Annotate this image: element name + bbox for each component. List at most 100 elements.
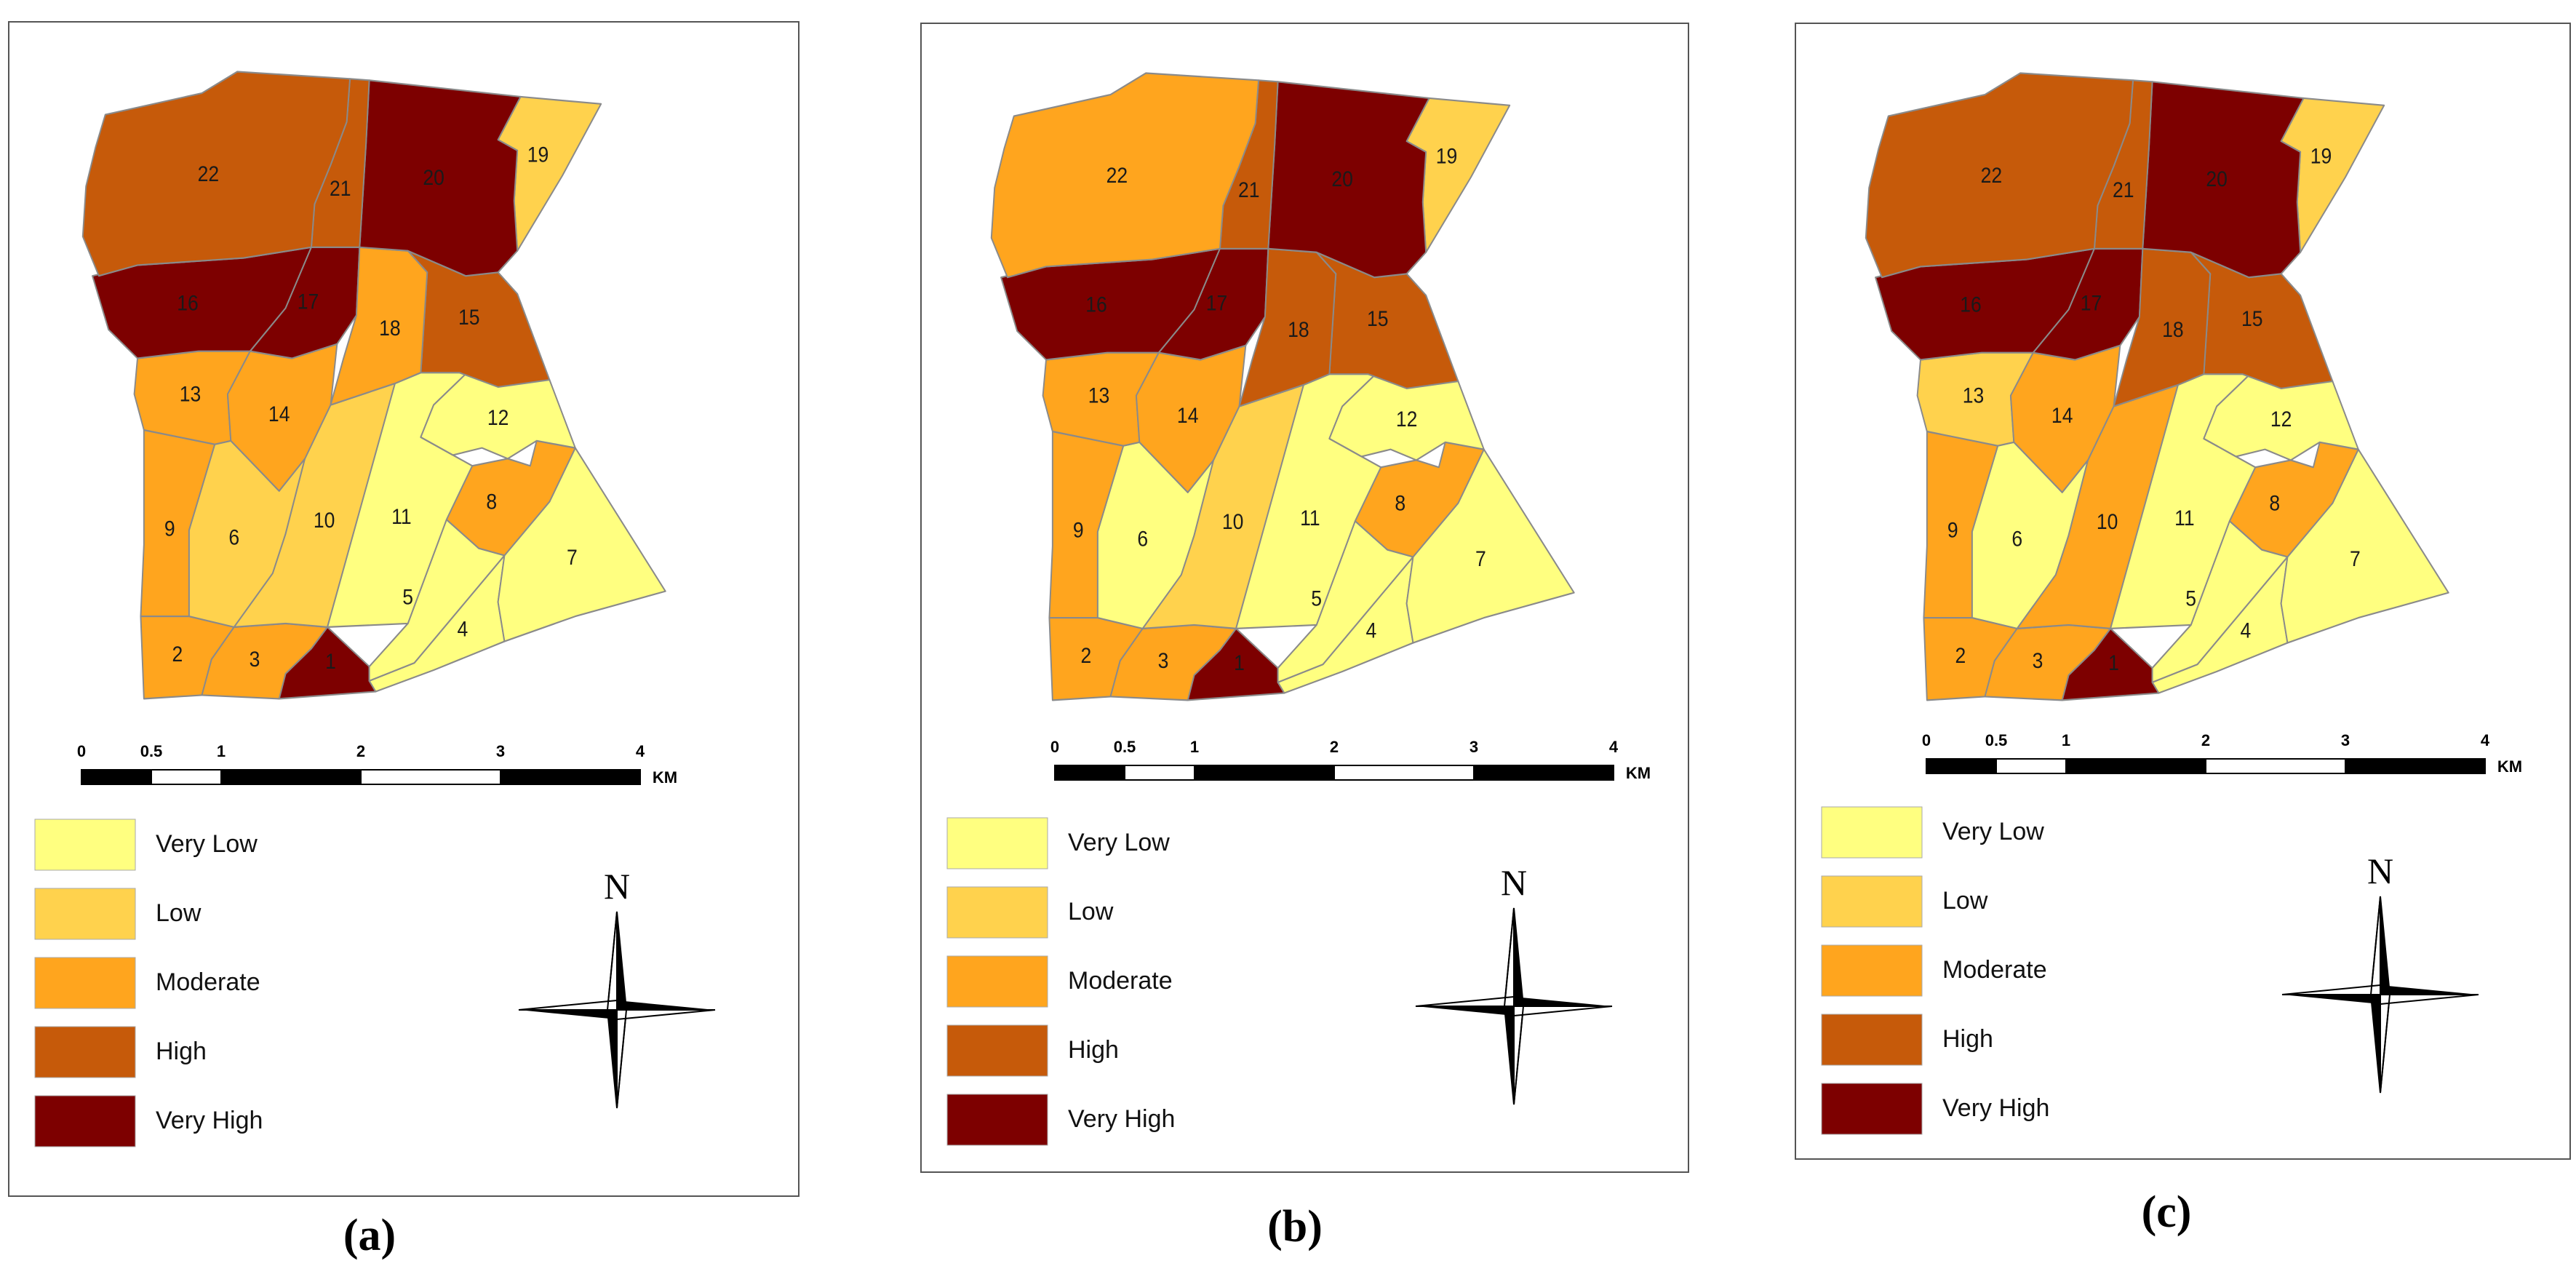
scale-tick-label: 3: [496, 742, 505, 760]
zone-label-19: 19: [1436, 144, 1458, 168]
legend-swatch-h: [946, 1024, 1048, 1077]
legend-label-l: Low: [156, 899, 202, 927]
zone-label-12: 12: [1396, 407, 1418, 431]
zone-label-18: 18: [1288, 318, 1309, 342]
scale-tick-label: 0: [77, 742, 86, 760]
zone-label-8: 8: [2269, 491, 2280, 515]
legend-swatch-vl: [34, 819, 136, 871]
zone-label-4: 4: [458, 617, 468, 641]
zone-label-9: 9: [1073, 518, 1084, 542]
zone-label-21: 21: [330, 177, 351, 201]
zone-8: [1354, 441, 1485, 558]
zone-label-20: 20: [2206, 167, 2228, 191]
legend-swatch-l: [1821, 875, 1923, 928]
zone-label-14: 14: [2051, 404, 2073, 428]
zone-label-5: 5: [2185, 586, 2196, 610]
panel-label: (b): [1267, 1202, 1323, 1251]
legend-swatch-h: [1821, 1014, 1923, 1066]
scale-tick-label: 0: [1922, 731, 1931, 749]
zone-label-11: 11: [391, 505, 412, 529]
zone-label-5: 5: [402, 585, 413, 609]
zone-label-7: 7: [567, 546, 578, 570]
zone-label-4: 4: [2241, 618, 2252, 642]
zone-label-1: 1: [2108, 651, 2119, 675]
scale-tick-label: 4: [1609, 738, 1619, 756]
north-label: N: [604, 866, 630, 907]
zone-label-22: 22: [1106, 164, 1128, 188]
zone-label-8: 8: [486, 490, 497, 514]
legend-label-vh: Very High: [1942, 1094, 2049, 1122]
legend-label-l: Low: [1942, 887, 1988, 915]
legend-label-m: Moderate: [1068, 967, 1173, 995]
legend-label-l: Low: [1068, 898, 1114, 925]
scale-tick-label: 3: [1470, 738, 1478, 756]
legend-swatch-vh: [34, 1095, 136, 1147]
zone-label-16: 16: [177, 291, 199, 315]
legend-label-h: High: [1942, 1025, 1993, 1053]
legend-label-vh: Very High: [156, 1107, 263, 1134]
zone-label-5: 5: [1311, 586, 1322, 610]
scale-unit-label: KM: [1626, 764, 1651, 782]
zone-18: [1238, 247, 1337, 407]
scale-segment: [1194, 765, 1335, 781]
scale-tick-label: 2: [1330, 738, 1339, 756]
scale-segment: [1054, 765, 1125, 781]
north-label: N: [1501, 862, 1527, 903]
scale-tick-label: 2: [2201, 731, 2210, 749]
scale-segment: [360, 769, 501, 785]
legend: Very Low Low Moderate High Very High: [946, 817, 1175, 1146]
zone-label-14: 14: [268, 402, 290, 426]
zone-label-13: 13: [1088, 383, 1110, 407]
legend-label-h: High: [156, 1038, 207, 1065]
zone-label-14: 14: [1177, 404, 1199, 428]
zone-label-16: 16: [1085, 292, 1107, 316]
zone-label-9: 9: [1947, 518, 1958, 542]
scale-segment: [1473, 765, 1614, 781]
zone-label-13: 13: [180, 382, 202, 406]
zone-label-3: 3: [1158, 649, 1169, 673]
zone-label-19: 19: [2310, 144, 2332, 168]
legend-label-vl: Very Low: [156, 830, 258, 858]
zone-label-20: 20: [423, 166, 444, 190]
zone-label-8: 8: [1395, 491, 1405, 515]
scale-tick-label: 2: [356, 742, 365, 760]
zone-18: [2113, 247, 2212, 407]
legend-label-m: Moderate: [1942, 956, 2047, 984]
zone-18: [330, 246, 428, 406]
legend-swatch-vh: [946, 1094, 1048, 1146]
zone-label-10: 10: [2097, 510, 2118, 534]
zone-label-17: 17: [298, 290, 319, 314]
zone-label-20: 20: [1331, 167, 1353, 191]
zone-label-1: 1: [325, 650, 336, 674]
zone-label-15: 15: [1367, 307, 1389, 331]
zone-label-10: 10: [314, 509, 335, 533]
legend-label-vh: Very High: [1068, 1105, 1175, 1133]
panel-label: (a): [343, 1211, 396, 1260]
zone-label-11: 11: [1300, 506, 1320, 530]
scale-segment: [81, 769, 152, 785]
zone-label-21: 21: [2113, 178, 2134, 202]
zone-22: [1865, 72, 2134, 279]
zone-label-22: 22: [1981, 164, 2003, 188]
zone-label-6: 6: [228, 525, 239, 549]
legend-label-vl: Very Low: [1068, 829, 1170, 856]
zone-label-3: 3: [2033, 649, 2043, 673]
zone-label-2: 2: [1080, 644, 1091, 668]
zone-label-16: 16: [1960, 292, 1982, 316]
zone-label-21: 21: [1238, 178, 1260, 202]
zone-22: [990, 72, 1260, 279]
zone-label-3: 3: [250, 648, 260, 672]
zone-label-12: 12: [2270, 407, 2292, 431]
zone-label-2: 2: [172, 642, 183, 666]
zone-label-18: 18: [379, 316, 401, 341]
legend-label-vl: Very Low: [1942, 818, 2044, 845]
zone-label-12: 12: [487, 406, 509, 430]
scale-bar: 0 0.5 1 2 3 4 KM: [1922, 731, 2522, 776]
scale-segment: [151, 769, 222, 785]
legend: Very Low Low Moderate High Very High: [1821, 806, 2049, 1135]
